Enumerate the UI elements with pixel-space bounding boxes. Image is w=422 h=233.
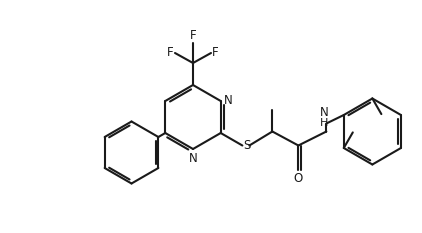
Text: O: O [294,171,303,185]
Text: H: H [320,117,329,127]
Text: F: F [168,47,174,59]
Text: F: F [212,47,219,59]
Text: N: N [189,152,197,165]
Text: N: N [224,93,233,106]
Text: S: S [243,139,251,152]
Text: F: F [189,29,196,42]
Text: N: N [320,106,329,119]
